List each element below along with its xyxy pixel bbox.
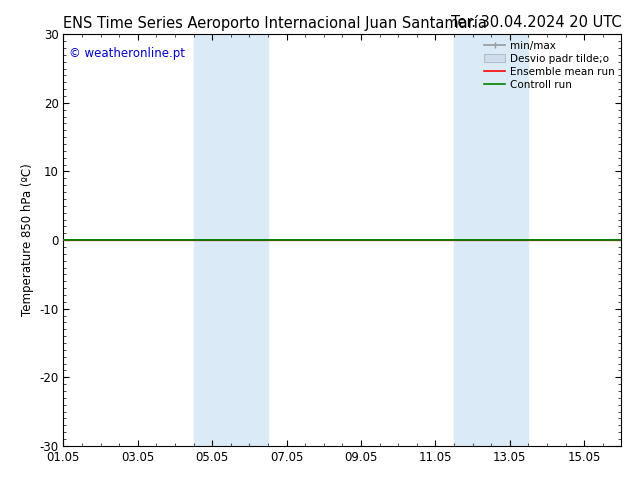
Text: © weatheronline.pt: © weatheronline.pt [69,47,185,60]
Text: Ter. 30.04.2024 20 UTC: Ter. 30.04.2024 20 UTC [451,15,621,30]
Y-axis label: Temperature 850 hPa (ºC): Temperature 850 hPa (ºC) [21,164,34,317]
Bar [193,34,268,446]
Legend: min/max, Desvio padr tilde;o, Ensemble mean run, Controll run: min/max, Desvio padr tilde;o, Ensemble m… [480,36,619,94]
Bar [454,34,528,446]
Text: ENS Time Series Aeroporto Internacional Juan Santamaría: ENS Time Series Aeroporto Internacional … [63,15,488,31]
